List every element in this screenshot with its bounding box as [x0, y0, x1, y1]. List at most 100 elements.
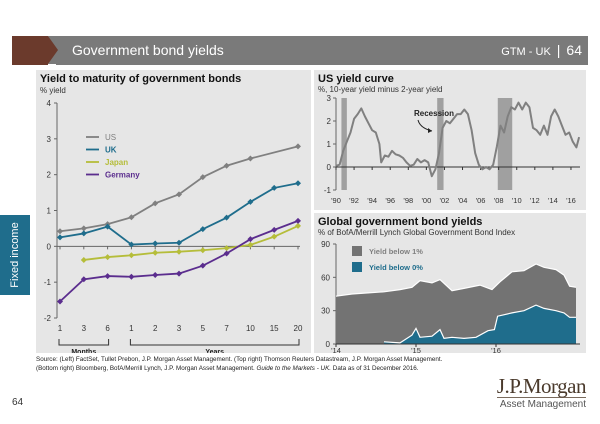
- y-tick-label: 0: [326, 340, 331, 349]
- data-point-germany: [104, 273, 111, 280]
- data-point-japan: [295, 222, 301, 229]
- x-tick-label: '12: [530, 196, 540, 205]
- recession-annotation: Recession: [414, 109, 454, 118]
- x-tick-label: '14: [548, 196, 558, 205]
- x-tick-label: '16: [491, 346, 501, 353]
- area-outline: [335, 263, 577, 297]
- data-point-germany: [247, 236, 254, 243]
- data-point-uk: [247, 198, 254, 205]
- data-point-uk: [80, 230, 87, 237]
- logo-brand: J.P.Morgan: [496, 374, 587, 398]
- data-point-us: [223, 162, 230, 169]
- data-point-us: [80, 225, 87, 232]
- data-point-japan: [80, 256, 87, 263]
- recession-band: [341, 98, 347, 190]
- data-point-uk: [223, 214, 230, 221]
- x-tick-label: 6: [105, 324, 110, 333]
- x-tick-label: '92: [349, 196, 359, 205]
- data-point-japan: [128, 252, 135, 259]
- global-bond-yields-chart: 0 30 60 90 '14 '15 '16 Yield below 1% Yield belo…: [321, 240, 580, 353]
- source-line-2-a: (Bottom right) Bloomberg, BofA/Merrill L…: [36, 364, 257, 372]
- series-line-us: [59, 145, 299, 233]
- data-point-japan: [199, 247, 206, 254]
- y-tick-label: 60: [321, 273, 330, 282]
- y-tick-label: 90: [321, 240, 330, 249]
- y-tick-label: -2: [44, 314, 52, 323]
- data-point-germany: [128, 273, 135, 280]
- x-tick-label: 3: [177, 324, 182, 333]
- data-point-us: [57, 228, 63, 235]
- chart-title: Yield to maturity of government bonds: [40, 73, 242, 85]
- section-tab[interactable]: Fixed income: [0, 215, 30, 295]
- annotation-arrow: [417, 119, 433, 132]
- data-point-uk: [176, 239, 182, 246]
- x-tick-label: 3: [82, 324, 87, 333]
- x-tick-label: 5: [201, 324, 206, 333]
- data-point-uk: [152, 240, 159, 247]
- data-point-us: [295, 143, 301, 150]
- data-point-japan: [152, 249, 159, 256]
- header-arrow: [48, 36, 58, 64]
- data-point-japan: [247, 241, 254, 248]
- data-point-germany: [80, 276, 87, 283]
- legend-swatch: [352, 262, 362, 272]
- x-tick-label: '15: [411, 346, 421, 353]
- data-point-germany: [152, 272, 159, 278]
- data-point-japan: [176, 248, 182, 255]
- group-bracket: [58, 339, 110, 346]
- page-header: Government bond yields GTM - UK | 64: [12, 36, 588, 65]
- section-tab-label: Fixed income: [9, 222, 21, 288]
- yield-to-maturity-chart: -2 -1 0 1 2 3 4 1 3 6 1 2 3 5 7 10 15 20 Months Years US UK Ja…: [44, 99, 303, 353]
- data-point-uk: [57, 234, 63, 241]
- y-tick-label: 2: [47, 171, 52, 180]
- x-tick-label: '14: [331, 346, 341, 353]
- data-point-germany: [271, 226, 278, 233]
- x-tick-label: '98: [403, 196, 413, 205]
- x-tick-label: '90: [331, 196, 341, 205]
- us-yield-curve-chart: -1 0 1 2 3 '90 '92 '94 '96 '98 '00 '02 '04 '06 '08 '10 '…: [324, 94, 581, 205]
- yield-to-maturity-panel: Yield to maturity of government bonds % …: [36, 70, 311, 353]
- x-tick-label: '04: [458, 196, 468, 205]
- page-title: Government bond yields: [72, 42, 224, 58]
- source-line-1: Source: (Left) FactSet, Tullet Prebon, J…: [36, 356, 443, 363]
- group-label: Months: [71, 349, 96, 353]
- source-line-2-italic: Guide to the Markets - UK.: [256, 364, 332, 372]
- global-bond-yields-panel: Global government bond yields % of BofA/…: [314, 213, 586, 353]
- legend-label: Yield below 0%: [369, 263, 423, 272]
- header-bar: [56, 36, 588, 65]
- logo-subtitle: Asset Management: [499, 399, 586, 410]
- jpmorgan-logo: J.P.Morgan Asset Management: [496, 374, 587, 410]
- x-tick-label: 7: [224, 324, 229, 333]
- data-point-japan: [223, 245, 230, 252]
- data-point-germany: [295, 217, 301, 224]
- legend-label: UK: [105, 146, 117, 155]
- y-axis-label: % of BofA/Merrill Lynch Global Governmen…: [318, 228, 516, 237]
- header-page-number: 64: [566, 42, 582, 58]
- source-line-2-b: Data as of 31 December 2016.: [331, 364, 419, 372]
- x-tick-label: '02: [440, 196, 450, 205]
- legend-swatch: [352, 246, 362, 256]
- data-point-us: [247, 155, 254, 162]
- group-label: Years: [205, 349, 224, 353]
- y-tick-label: -1: [44, 278, 52, 287]
- data-point-germany: [199, 262, 206, 269]
- header-separator: |: [556, 42, 561, 58]
- x-tick-label: '08: [494, 196, 504, 205]
- data-point-uk: [271, 184, 278, 191]
- source-note: Source: (Left) FactSet, Tullet Prebon, J…: [36, 356, 596, 373]
- series-line-japan: [83, 225, 299, 261]
- x-tick-label: 10: [246, 324, 255, 333]
- data-point-germany: [176, 270, 182, 277]
- x-tick-label: '10: [512, 196, 522, 205]
- x-tick-label: '16: [566, 196, 576, 205]
- series-line-germany: [59, 220, 299, 303]
- y-axis-label: % yield: [40, 86, 66, 95]
- y-tick-label: 0: [47, 242, 52, 251]
- y-tick-label: 0: [327, 163, 332, 172]
- data-point-us: [128, 214, 135, 221]
- source-line-2: (Bottom right) Bloomberg, BofA/Merrill L…: [36, 365, 596, 374]
- x-tick-label: 20: [294, 324, 303, 333]
- header-page-info: GTM - UK | 64: [501, 42, 582, 58]
- y-tick-label: 2: [327, 117, 332, 126]
- x-tick-label: '00: [421, 196, 431, 205]
